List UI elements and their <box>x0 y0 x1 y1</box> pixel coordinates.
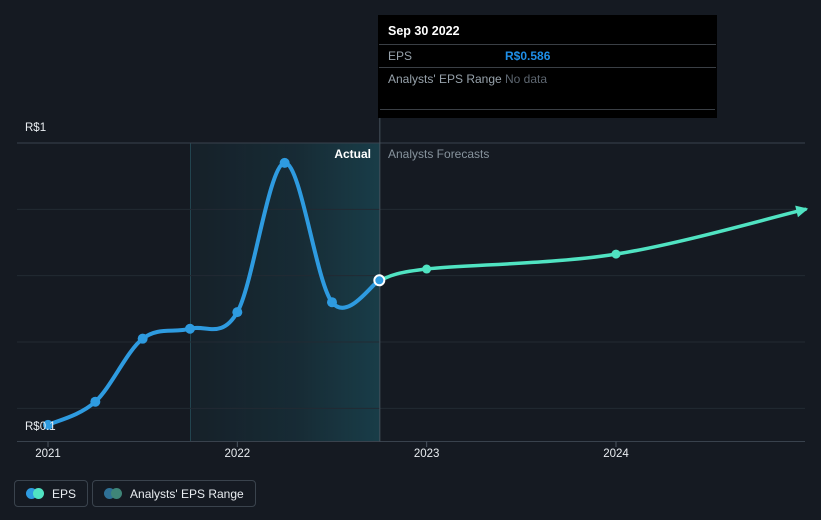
x-tick-label-2024: 2024 <box>603 448 629 460</box>
legend-toggle-analysts-eps-range[interactable]: Analysts' EPS Range <box>92 480 256 507</box>
eps-actual-dot-icon <box>26 488 37 499</box>
forecast-arrow-head <box>795 205 809 218</box>
tooltip-separator <box>380 109 715 110</box>
range-actual-dot-icon <box>104 488 116 499</box>
actual-data-point[interactable] <box>90 396 101 407</box>
tooltip-range-label: Analysts' EPS Range <box>388 72 502 86</box>
eps-forecast-line <box>377 207 808 283</box>
tooltip-range-value: No data <box>505 72 548 86</box>
forecast-data-point[interactable] <box>422 264 432 274</box>
legend-eps-label: EPS <box>52 486 77 501</box>
tooltip-separator <box>379 67 716 68</box>
x-tick-label-2022: 2022 <box>224 448 251 460</box>
tooltip-eps-label: EPS <box>388 49 413 63</box>
eps-series-icon <box>26 488 44 499</box>
tooltip-row-eps: EPS R$0.586 <box>378 45 717 67</box>
legend-toggle-eps[interactable]: EPS <box>14 480 89 507</box>
y-axis-max-label: R$1 <box>25 122 47 134</box>
eps-actual-line <box>46 160 382 427</box>
selected-data-point[interactable] <box>373 274 386 287</box>
forecast-section-label: Analysts Forecasts <box>388 147 490 161</box>
x-tick-label-2023: 2023 <box>413 448 440 460</box>
legend-range-label: Analysts' EPS Range <box>130 486 244 501</box>
actual-section-label: Actual <box>334 147 371 161</box>
eps-forecast-dot-icon <box>33 488 44 499</box>
actual-data-point[interactable] <box>326 297 337 308</box>
tooltip-separator <box>379 44 716 45</box>
tooltip-eps-value: R$0.586 <box>505 49 551 63</box>
y-axis-min-label: R$0.1 <box>25 421 56 433</box>
actual-data-point[interactable] <box>279 157 290 168</box>
chart-legend: EPS Analysts' EPS Range <box>14 480 256 507</box>
tooltip-date-title: Sep 30 2022 <box>388 24 460 38</box>
actual-data-point[interactable] <box>137 333 148 344</box>
actual-data-point[interactable] <box>232 307 243 318</box>
range-series-icon <box>104 488 123 499</box>
range-forecast-dot-icon <box>111 488 123 499</box>
actual-data-point[interactable] <box>43 419 53 430</box>
actual-data-point[interactable] <box>184 323 195 334</box>
x-tick-label-2021: 2021 <box>35 448 61 460</box>
tooltip-row-range: Analysts' EPS Range No data <box>378 68 717 90</box>
analysts-range-highlight-band <box>189 143 381 441</box>
forecast-data-point[interactable] <box>611 249 621 259</box>
chart-tooltip: Sep 30 2022 EPS R$0.586 Analysts' EPS Ra… <box>378 15 717 118</box>
